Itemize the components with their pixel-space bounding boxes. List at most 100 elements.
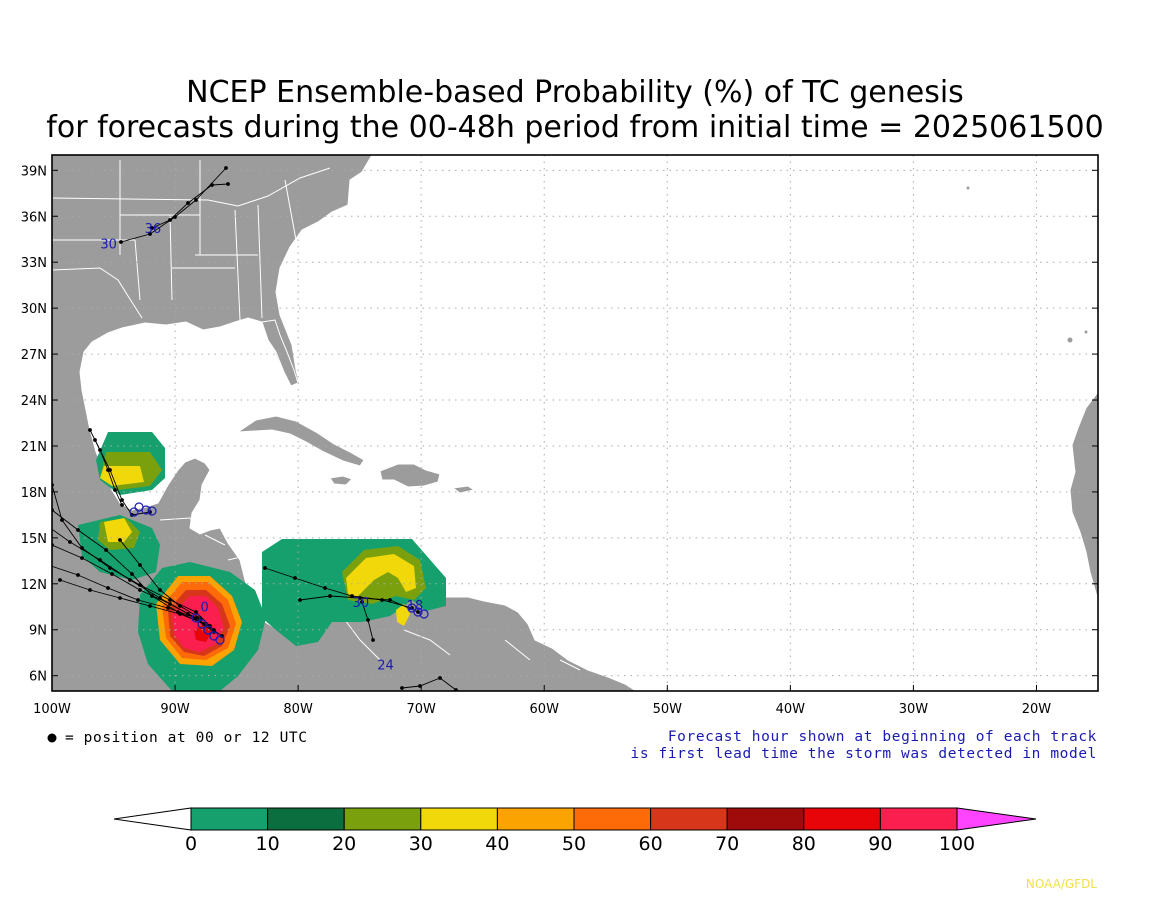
- tc-genesis-marker: [129, 507, 139, 517]
- track-position-dot: [138, 588, 142, 592]
- lat-tick-label: 24N: [21, 394, 47, 409]
- colorbar-label: 30: [409, 833, 433, 855]
- colorbar-label: 80: [792, 833, 816, 855]
- track-position-dot: [202, 622, 206, 626]
- track-position-dot: [173, 215, 177, 219]
- track-position-dot: [110, 572, 114, 576]
- track-position-dot: [148, 232, 152, 236]
- track-position-dot: [388, 598, 392, 602]
- track-position-dot: [360, 600, 364, 604]
- track-position-dot: [168, 598, 172, 602]
- track-position-dot: [136, 598, 140, 602]
- colorbar-label: 100: [939, 833, 975, 855]
- lat-tick-label: 30N: [21, 302, 47, 317]
- lat-tick-label: 9N: [29, 624, 47, 639]
- probability-contour: [346, 554, 416, 598]
- track-position-dot: [80, 556, 84, 560]
- colorbar-segment: [726, 807, 805, 831]
- track-position-dot: [194, 610, 198, 614]
- colorbar-label: 70: [715, 833, 739, 855]
- colorbar-segment: [879, 807, 958, 831]
- track-position-dot: [93, 438, 97, 442]
- track-position-dot: [350, 594, 354, 598]
- colorbar-low-arrow: [113, 807, 192, 831]
- track-position-dot: [186, 612, 190, 616]
- land-jamaica: [329, 475, 353, 486]
- colorbar-label: 40: [485, 833, 509, 855]
- track-position-dot: [118, 538, 122, 542]
- track-position-dot: [194, 198, 198, 202]
- lon-tick-label: 30W: [899, 702, 929, 717]
- tc-genesis-markers: [129, 502, 429, 645]
- colorbar-label: 60: [639, 833, 663, 855]
- land-island: [1083, 329, 1089, 335]
- track-position-dot: [178, 604, 182, 608]
- track-forecast-hour-label: 24: [377, 659, 394, 674]
- track-position-dot: [98, 448, 102, 452]
- track-position-dot: [118, 596, 122, 600]
- colorbar-segment: [190, 807, 269, 831]
- track-position-dot: [298, 598, 302, 602]
- track-position-dot: [128, 578, 132, 582]
- probability-contour: [104, 518, 132, 542]
- track-position-dot: [120, 503, 124, 507]
- tc-genesis-marker: [147, 506, 157, 516]
- tc-genesis-marker: [215, 635, 225, 645]
- track-position-dot: [98, 558, 102, 562]
- lat-tick-label: 21N: [21, 440, 47, 455]
- position-legend-text: = position at 00 or 12 UTC: [65, 730, 308, 746]
- track-position-dot: [438, 676, 442, 680]
- track-position-dot: [104, 548, 108, 552]
- border-us-mexico: [52, 267, 143, 319]
- map-frame: [51, 154, 1099, 692]
- track-position-dot: [166, 606, 170, 610]
- track-position-dot: [80, 546, 84, 550]
- forecast-hour-note-line-2: is first lead time the storm was detecte…: [631, 746, 1098, 762]
- political-borders: [52, 160, 581, 671]
- track-forecast-hour-label: 30: [353, 596, 370, 611]
- track-position-dot: [108, 468, 112, 472]
- colorbar-segment: [573, 807, 652, 831]
- track-position-dot: [76, 573, 80, 577]
- track-position-dot: [148, 604, 152, 608]
- track-position-dot: [120, 498, 124, 502]
- track-position-dot: [380, 598, 384, 602]
- tc-genesis-marker: [419, 609, 429, 619]
- track-position-dot: [113, 488, 117, 492]
- land-cuba: [236, 415, 365, 467]
- lon-tick-label: 60W: [530, 702, 560, 717]
- track-position-dot: [138, 563, 142, 567]
- land-island: [965, 185, 971, 191]
- track-position-dot: [158, 588, 162, 592]
- track-position-dot: [328, 594, 332, 598]
- colorbar-segment: [267, 807, 345, 831]
- lon-tick-label: 70W: [406, 702, 436, 717]
- border-us-states-2: [52, 179, 297, 301]
- colorbar-label: 50: [562, 833, 586, 855]
- land-hispaniola: [379, 463, 441, 488]
- colorbar-label: 90: [868, 833, 892, 855]
- lon-tick-label: 20W: [1022, 702, 1052, 717]
- land-puerto-rico: [451, 485, 476, 494]
- track-position-dot: [371, 638, 375, 642]
- position-legend: = position at 00 or 12 UTC: [47, 730, 308, 746]
- lat-tick-label: 33N: [21, 256, 47, 271]
- track-forecast-hour-label: 36: [145, 222, 162, 237]
- track-position-dot: [106, 586, 110, 590]
- gridlines: [52, 155, 1098, 691]
- storm-track: [264, 567, 413, 609]
- tc-genesis-marker: [203, 625, 213, 635]
- lat-tick-label: 6N: [29, 670, 47, 685]
- track-position-dot: [178, 612, 182, 616]
- track-position-dot: [263, 566, 267, 570]
- track-position-dot: [130, 572, 134, 576]
- position-dot-icon: [47, 733, 57, 743]
- forecast-hour-note-line-1: Forecast hour shown at beginning of each…: [668, 729, 1097, 745]
- track-position-dot: [410, 606, 414, 610]
- track-forecast-hour-label: 0: [200, 600, 208, 615]
- colorbar-segment: [650, 807, 728, 831]
- lat-tick-label: 36N: [21, 210, 47, 225]
- colorbar-label: 20: [332, 833, 356, 855]
- tc-genesis-marker: [191, 613, 201, 623]
- track-position-dot: [168, 602, 172, 606]
